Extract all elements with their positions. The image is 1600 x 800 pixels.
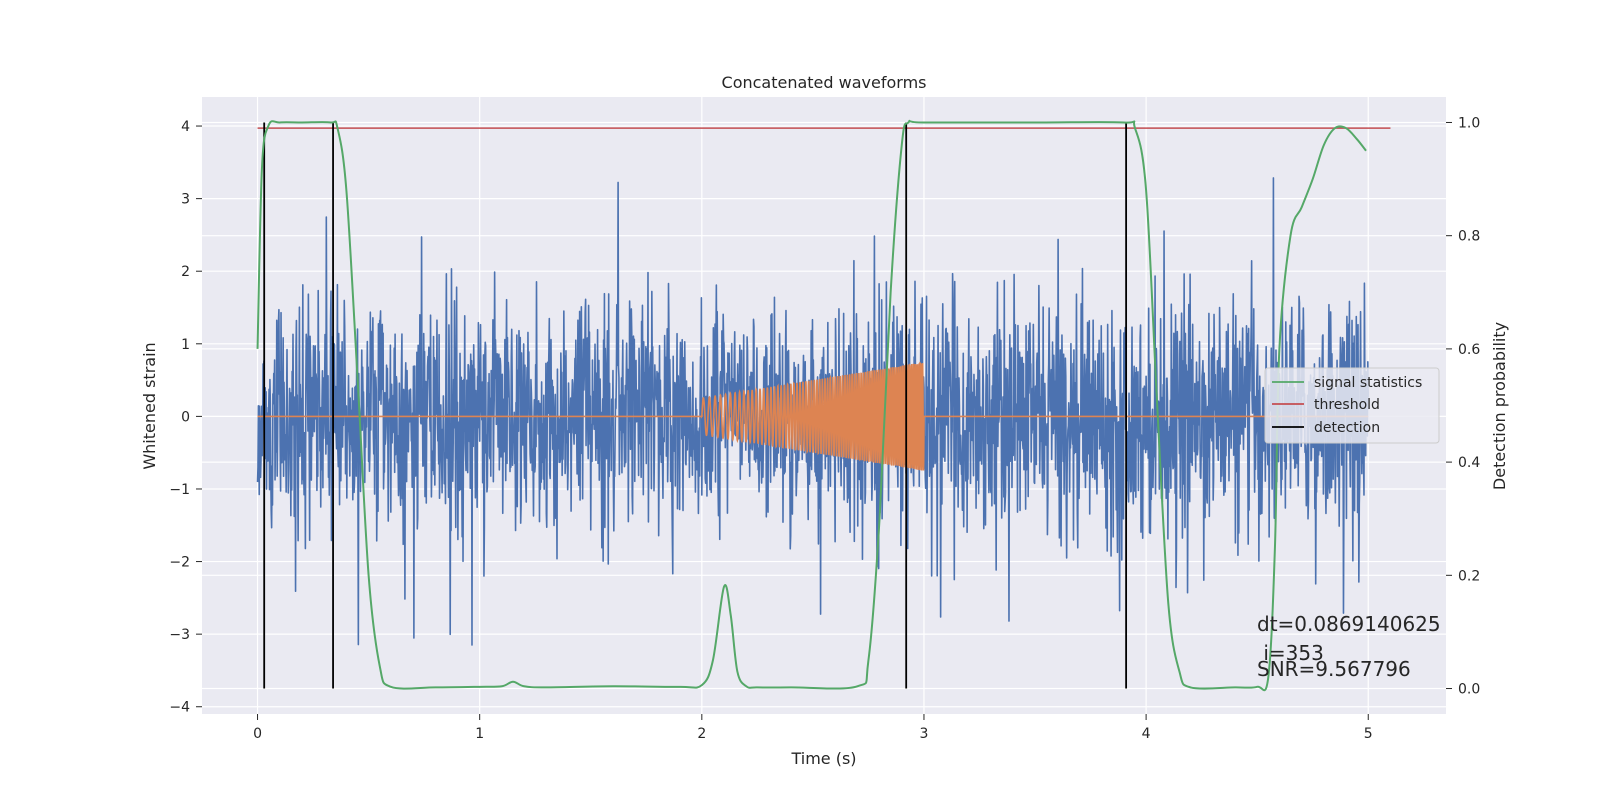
annotation-index: i=353 bbox=[1257, 641, 1324, 665]
signal-statistics-series bbox=[256, 119, 1367, 692]
legend-box bbox=[1264, 367, 1440, 444]
x-tick-label: 4 bbox=[1142, 726, 1151, 742]
signal-statistics-line bbox=[256, 119, 1367, 692]
legend: signal statistics threshold detection bbox=[1264, 367, 1440, 444]
y-tick-label: −1 bbox=[169, 482, 190, 498]
y-right-tick-label: 0.4 bbox=[1458, 455, 1480, 471]
legend-label-threshold: threshold bbox=[1314, 397, 1380, 413]
whitened-strain-series bbox=[256, 177, 1370, 646]
y-tick-label: −2 bbox=[169, 555, 190, 571]
chart-title: Concatenated waveforms bbox=[722, 73, 927, 92]
y-tick-label: 4 bbox=[181, 119, 190, 135]
y-right-tick-label: 0.2 bbox=[1458, 568, 1480, 584]
x-axis-label: Time (s) bbox=[790, 749, 856, 768]
y-axis-label: Whitened strain bbox=[140, 342, 159, 469]
y-tick-label: 0 bbox=[181, 409, 190, 425]
legend-label-signal-statistics: signal statistics bbox=[1314, 375, 1422, 391]
injected-waveform-series bbox=[257, 361, 1369, 471]
y-axis-right-label: Detection probability bbox=[1490, 322, 1509, 490]
x-tick-label: 5 bbox=[1364, 726, 1373, 742]
y-right-tick-label: 0.0 bbox=[1458, 682, 1480, 698]
x-tick-label: 2 bbox=[697, 726, 706, 742]
x-tick-label: 1 bbox=[475, 726, 484, 742]
y-tick-label: 1 bbox=[181, 337, 190, 353]
legend-label-detection: detection bbox=[1314, 420, 1380, 436]
y-tick-label: −3 bbox=[169, 627, 190, 643]
detection-series bbox=[263, 122, 1128, 689]
injection-line bbox=[257, 361, 1369, 471]
y-right-tick-label: 0.6 bbox=[1458, 342, 1480, 358]
x-tick-label: 0 bbox=[253, 726, 262, 742]
annotation-dt: dt=0.0869140625 bbox=[1257, 612, 1441, 636]
y-tick-label: −4 bbox=[169, 700, 190, 716]
x-tick-label: 3 bbox=[920, 726, 929, 742]
y-tick-label: 2 bbox=[181, 264, 190, 280]
y-right-tick-label: 1.0 bbox=[1458, 115, 1480, 131]
y-right-tick-label: 0.8 bbox=[1458, 229, 1480, 245]
strain-line bbox=[256, 177, 1370, 646]
annotation-snr: SNR=9.567796 bbox=[1257, 657, 1411, 681]
axis-ticks: 0 1 2 3 4 5 −4 −3 −2 −1 0 1 2 3 4 0.0 0.2 0.4 0.6 0.8 1.0 bbox=[169, 115, 1480, 742]
y-tick-label: 3 bbox=[181, 192, 190, 208]
